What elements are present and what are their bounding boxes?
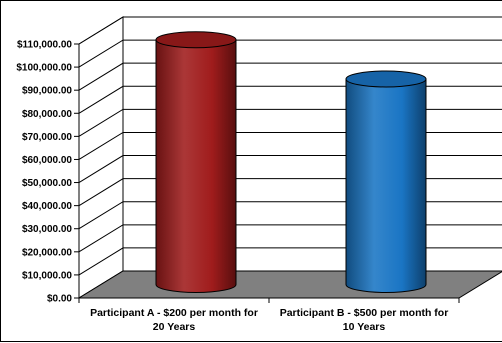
gridline bbox=[78, 16, 502, 45]
y-tick-label: $70,000.00 bbox=[22, 132, 72, 143]
chart-walls bbox=[78, 16, 502, 299]
y-tick-label: $90,000.00 bbox=[22, 86, 72, 97]
y-tick-label: $20,000.00 bbox=[22, 247, 72, 258]
gridline bbox=[78, 39, 502, 68]
floor-plane bbox=[77, 270, 502, 299]
y-tick-label: $50,000.00 bbox=[22, 178, 72, 189]
x-category-label: Participant A - $200 per month for 20 Yea… bbox=[90, 307, 258, 333]
chart-floor bbox=[77, 270, 502, 299]
y-tick-label: $80,000.00 bbox=[22, 109, 72, 120]
y-axis: $0.00 $10,000.00 $20,000.00 $30,000.00 $40,0… bbox=[16, 40, 80, 305]
bar-body bbox=[345, 78, 427, 293]
bar-participant-b bbox=[345, 70, 427, 293]
bar-top bbox=[345, 70, 427, 88]
y-tick-label: $30,000.00 bbox=[22, 224, 72, 235]
side-wall bbox=[78, 16, 124, 299]
bar-top bbox=[155, 31, 237, 49]
x-category-label: Participant B - $500 per month for 10 Yea… bbox=[280, 307, 449, 333]
y-tick-label: $110,000.00 bbox=[17, 40, 72, 51]
y-tick-label: $10,000.00 bbox=[22, 270, 72, 281]
gridline bbox=[78, 62, 502, 91]
bar-participant-a bbox=[155, 31, 237, 293]
y-tick-label: $100,000.00 bbox=[16, 63, 72, 74]
bars bbox=[155, 31, 427, 293]
y-tick-label: $40,000.00 bbox=[22, 201, 72, 212]
y-tick-label: $0.00 bbox=[47, 294, 72, 305]
x-axis: Participant A - $200 per month for 20 Yea… bbox=[78, 297, 460, 333]
y-tick-label: $60,000.00 bbox=[22, 155, 72, 166]
bar-body bbox=[155, 39, 237, 293]
